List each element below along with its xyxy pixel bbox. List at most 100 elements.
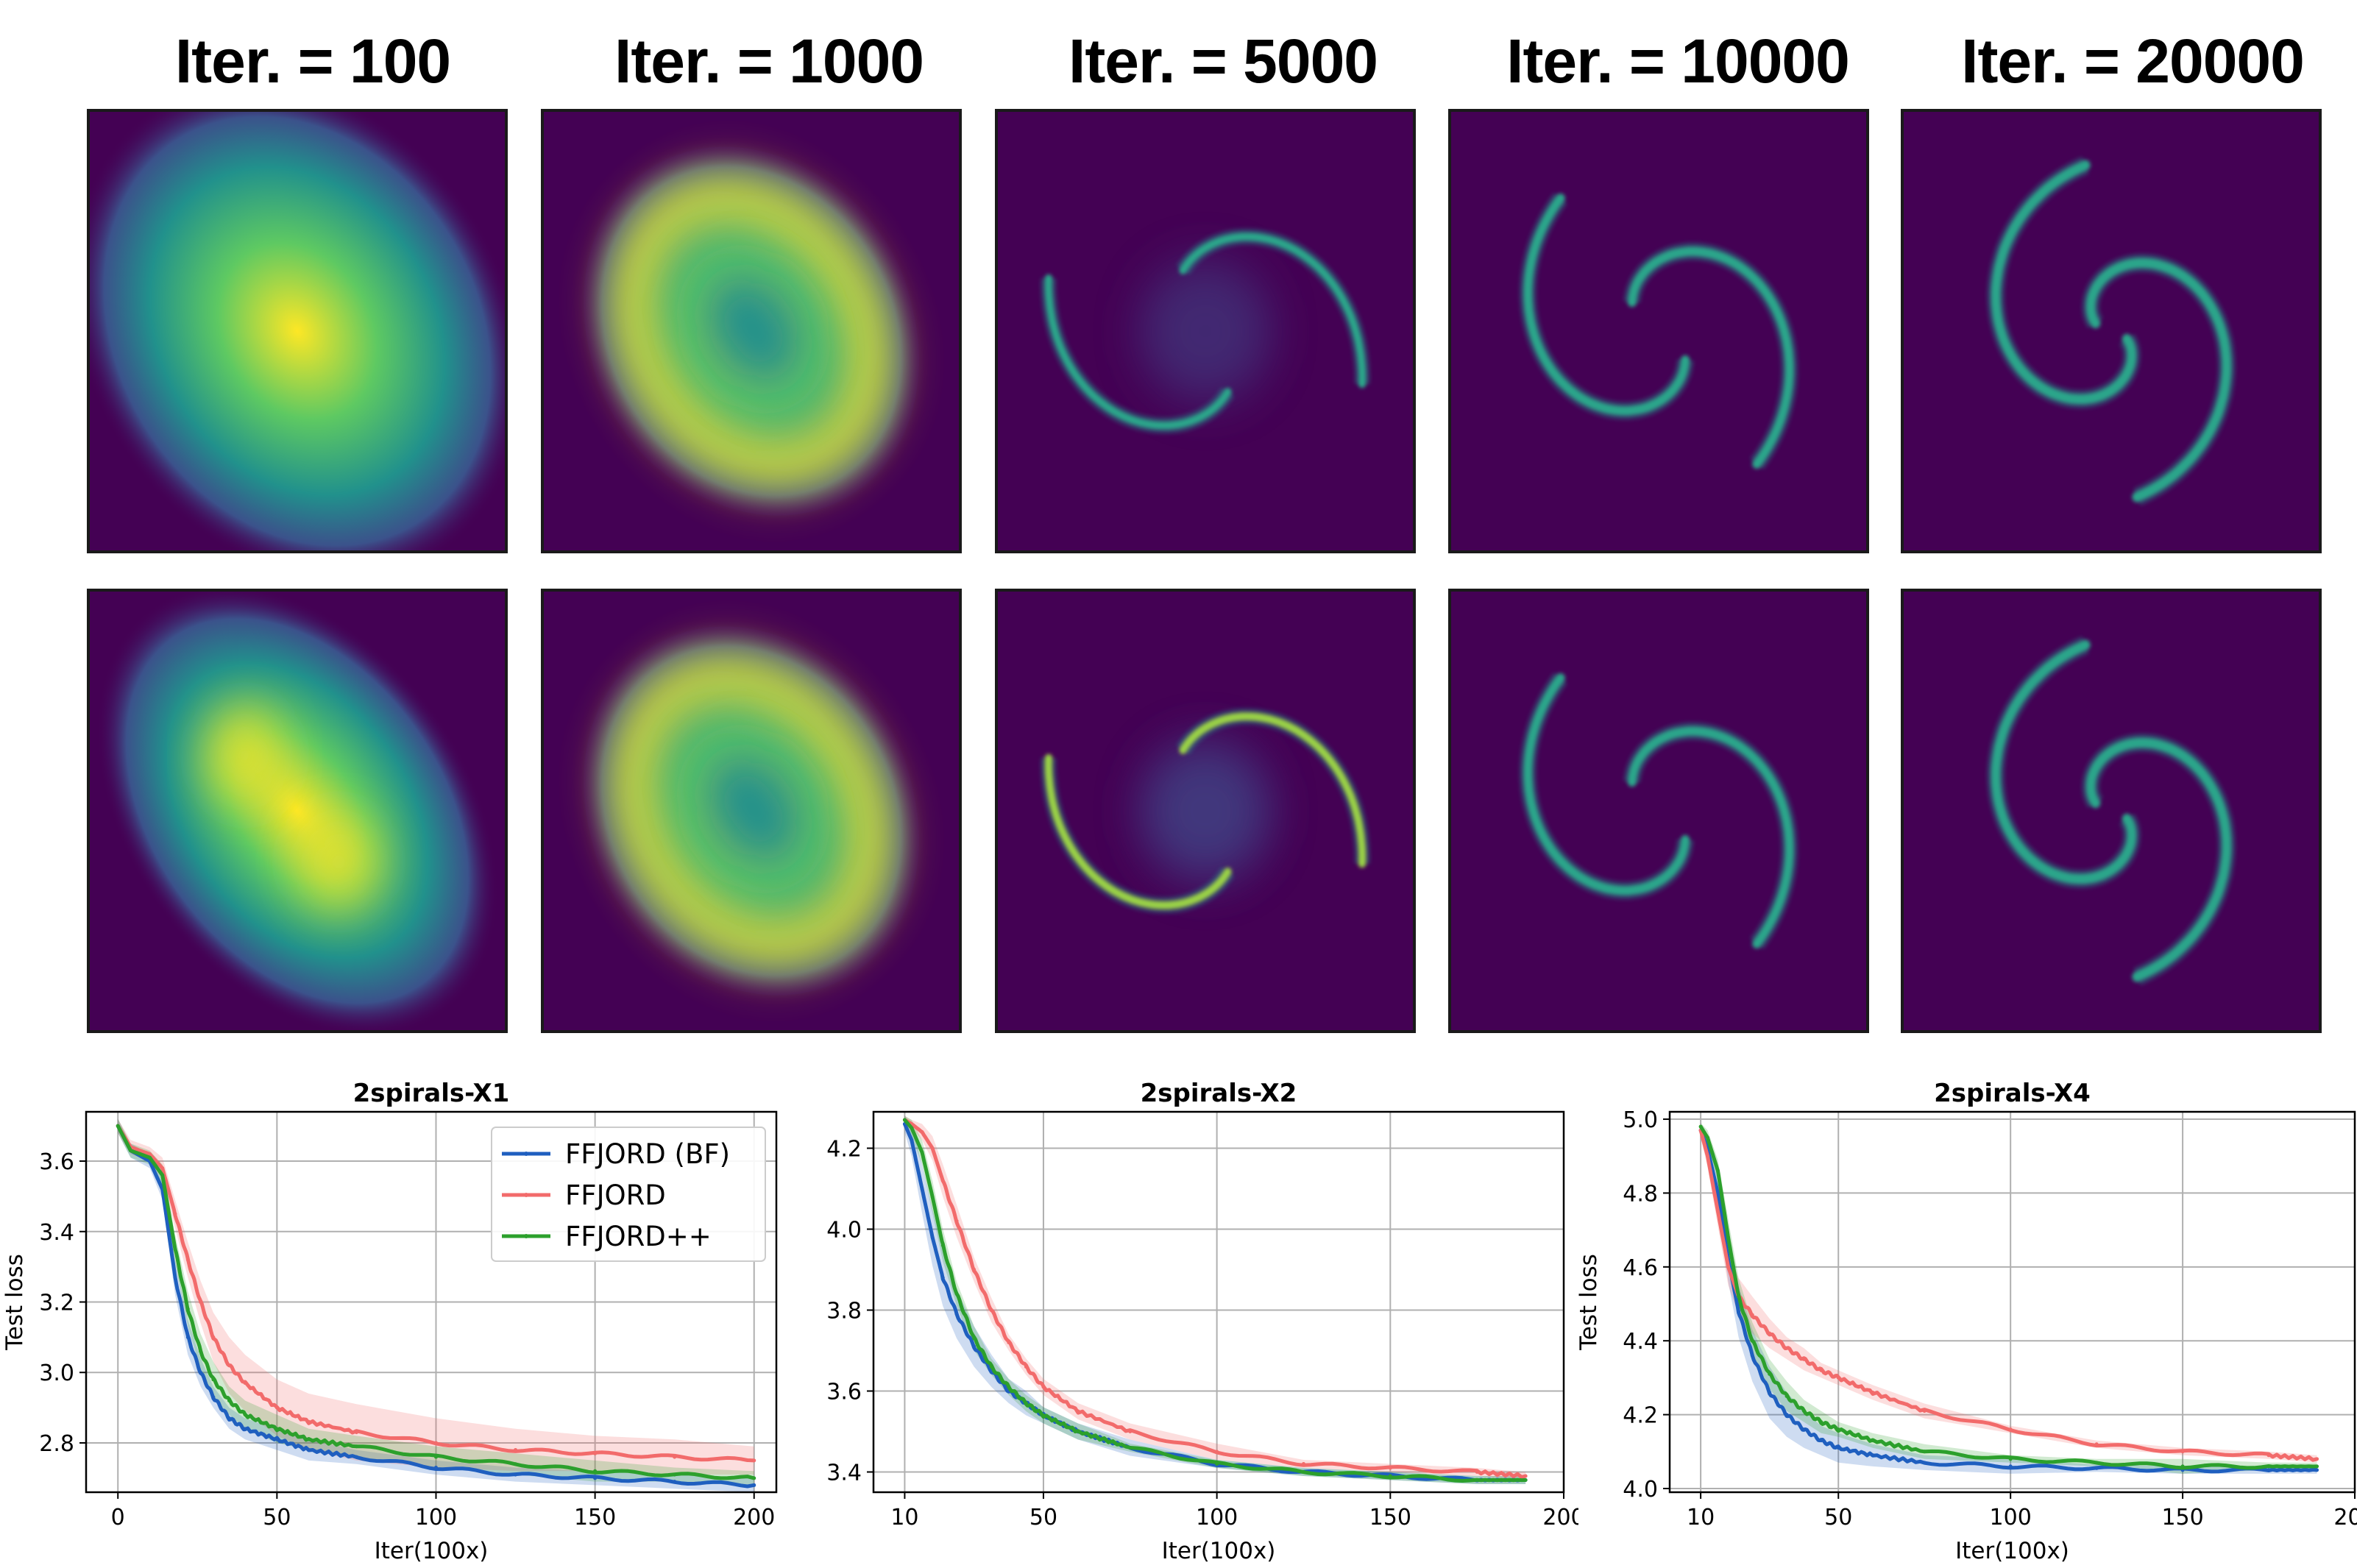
x-tick-label: 150	[574, 1505, 616, 1530]
data-point	[2008, 1464, 2013, 1469]
data-point	[1768, 1372, 1772, 1376]
x-tick-label: 200	[2333, 1505, 2357, 1530]
data-point	[199, 1349, 203, 1354]
data-point	[185, 1307, 190, 1311]
series-ffjord-bf-	[904, 1115, 1526, 1484]
top-density-panel-3	[995, 109, 1416, 553]
data-point	[433, 1441, 438, 1445]
x-gridlines: 0 50 100 150 200	[111, 1112, 775, 1530]
legend-label: FFJORD (BF)	[565, 1138, 730, 1170]
data-point	[1750, 1313, 1754, 1317]
spiral-arm	[1991, 639, 2137, 884]
data-point	[274, 1405, 279, 1410]
data-point	[920, 1187, 924, 1191]
y-tick-label: 4.0	[1623, 1477, 1658, 1503]
column-title-iter-1000: Iter. = 1000	[614, 26, 924, 96]
chart-2spirals-x1: 2spirals-X1 0 50 100 150 200 2.8 3.0 3.2 3.4 3.6 It…	[1, 1079, 778, 1564]
data-point	[1922, 1409, 1927, 1413]
data-point	[354, 1430, 358, 1435]
gaussian-blob	[96, 592, 499, 1030]
data-point	[2315, 1464, 2319, 1469]
data-point	[1523, 1474, 1528, 1478]
x-tick-label: 200	[1542, 1505, 1578, 1530]
data-point	[1784, 1346, 1789, 1350]
data-point	[1726, 1235, 1731, 1240]
data-point	[147, 1152, 152, 1156]
x-tick-label: 100	[415, 1505, 457, 1530]
data-point	[1388, 1466, 1392, 1470]
data-point	[954, 1292, 959, 1296]
y-tick-label: 4.2	[826, 1137, 862, 1163]
column-title-iter-5000: Iter. = 5000	[1068, 26, 1378, 96]
data-point	[2266, 1468, 2271, 1472]
density-hole	[698, 267, 809, 391]
data-point	[1698, 1124, 1703, 1129]
data-point	[433, 1455, 438, 1459]
data-point	[1737, 1294, 1741, 1299]
top-density-panel-5	[1901, 109, 2322, 553]
data-point	[227, 1363, 232, 1368]
x-tick-label: 50	[1824, 1505, 1852, 1530]
data-point	[211, 1377, 216, 1382]
y-tick-label: 3.4	[826, 1461, 862, 1486]
x-tick-label: 200	[733, 1505, 775, 1530]
data-point	[1922, 1461, 1927, 1465]
x-tick-label: 150	[2161, 1505, 2203, 1530]
data-point	[274, 1427, 279, 1431]
series-line	[1698, 1129, 2318, 1462]
spiral-arm	[2085, 737, 2232, 982]
data-point	[274, 1437, 279, 1441]
data-point	[1871, 1390, 1875, 1394]
data-point	[1705, 1154, 1709, 1158]
chart-title: 2spirals-X1	[353, 1079, 510, 1108]
data-point	[211, 1395, 216, 1400]
data-point	[227, 1399, 232, 1403]
data-point	[129, 1149, 133, 1153]
legend-label: FFJORD++	[565, 1221, 712, 1252]
series-line	[903, 1123, 1526, 1483]
data-point	[1750, 1338, 1754, 1343]
bottom-density-panel-4	[1448, 589, 1869, 1033]
data-point	[1715, 1168, 1720, 1173]
data-point	[1041, 1413, 1046, 1417]
data-point	[752, 1483, 756, 1487]
axes-frame	[85, 1110, 778, 1494]
data-point	[1801, 1409, 1806, 1413]
data-point	[673, 1472, 677, 1477]
data-point	[433, 1465, 438, 1469]
y-tick-label: 3.2	[39, 1291, 74, 1316]
axes-frame	[872, 1110, 1565, 1494]
y-axis-label: Test loss	[1, 1254, 28, 1351]
data-point	[243, 1381, 247, 1386]
data-point	[2180, 1450, 2185, 1454]
data-point	[910, 1126, 914, 1130]
data-point	[910, 1138, 914, 1142]
data-point	[1784, 1394, 1789, 1398]
y-tick-label: 4.4	[1623, 1329, 1658, 1355]
data-point	[940, 1179, 945, 1182]
data-point	[307, 1437, 311, 1441]
confidence-band	[118, 1118, 754, 1475]
column-title-iter-10000: Iter. = 10000	[1506, 26, 1850, 96]
series-line	[116, 1124, 755, 1480]
spiral-arm	[2085, 258, 2232, 503]
data-point	[160, 1166, 165, 1171]
data-point	[2094, 1466, 2099, 1470]
y-tick-label: 5.0	[1623, 1107, 1658, 1133]
data-point	[2008, 1427, 2013, 1432]
data-point	[2094, 1442, 2099, 1447]
data-point	[243, 1427, 247, 1431]
data-point	[940, 1244, 945, 1247]
data-point	[2094, 1461, 2099, 1465]
density-peak	[297, 815, 380, 909]
center-density	[1138, 260, 1272, 402]
bottom-density-panel-5	[1901, 589, 2322, 1033]
data-point	[1726, 1265, 1731, 1269]
x-tick-label: 100	[1196, 1505, 1238, 1530]
chart-2spirals-x2: 2spirals-X2 10 50 100 150 200 3.4 3.6 3.8 4.0 4.2 I…	[826, 1079, 1578, 1564]
data-point	[1301, 1462, 1305, 1466]
x-tick-label: 150	[1369, 1505, 1411, 1530]
data-point	[593, 1451, 598, 1455]
data-point	[1801, 1357, 1806, 1361]
